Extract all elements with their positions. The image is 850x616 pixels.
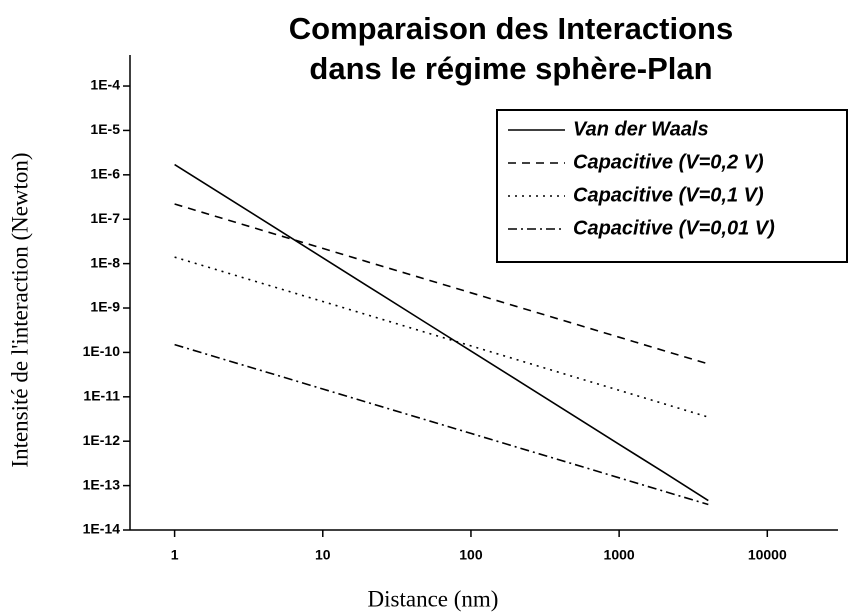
series-line (174, 256, 709, 418)
legend-label: Capacitive (V=0,2 V) (573, 151, 764, 173)
x-tick-label: 10000 (748, 547, 787, 563)
y-tick-label: 1E-11 (83, 388, 120, 404)
y-tick-label: 1E-5 (90, 121, 120, 137)
y-tick-label: 1E-7 (90, 210, 120, 226)
x-tick-label: 1 (171, 547, 179, 563)
legend-label: Capacitive (V=0,01 V) (573, 217, 775, 239)
chart-title: Comparaison des Interactions (289, 11, 733, 46)
series-line (174, 203, 709, 365)
legend-label: Van der Waals (573, 118, 709, 140)
y-tick-label: 1E-9 (90, 299, 120, 315)
x-tick-label: 1000 (604, 547, 635, 563)
legend-label: Capacitive (V=0,1 V) (573, 184, 764, 206)
y-axis-label: Intensité de l'interaction (Newton) (7, 152, 32, 467)
chart-title: dans le régime sphère-Plan (309, 51, 712, 86)
legend-box (496, 109, 848, 263)
y-tick-label: 1E-4 (90, 77, 120, 93)
y-tick-label: 1E-13 (83, 476, 121, 492)
series-line (174, 343, 709, 506)
y-tick-label: 1E-14 (83, 521, 121, 537)
series-line (174, 163, 709, 502)
x-axis-label: Distance (nm) (368, 586, 499, 611)
y-tick-label: 1E-12 (83, 432, 121, 448)
y-tick-label: 1E-8 (90, 254, 120, 270)
x-tick-label: 10 (315, 547, 331, 563)
y-tick-label: 1E-6 (90, 166, 120, 182)
x-tick-label: 100 (459, 547, 483, 563)
y-tick-label: 1E-10 (83, 343, 121, 359)
